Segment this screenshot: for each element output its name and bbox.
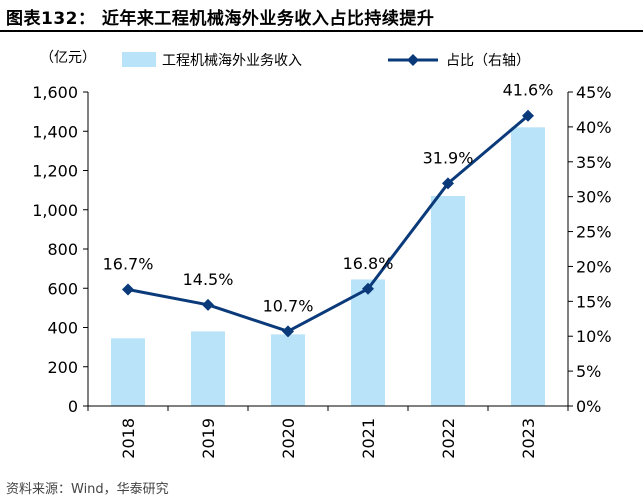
share-marker-2019 <box>202 298 214 311</box>
share-label-2023: 41.6% <box>503 81 554 100</box>
left-tick-label: 1,000 <box>32 201 78 220</box>
left-tick-label: 400 <box>47 319 78 338</box>
share-label-2021: 16.8% <box>343 254 394 273</box>
title-rule <box>0 30 643 32</box>
left-tick-label: 600 <box>47 279 78 298</box>
right-tick-label: 30% <box>576 188 612 207</box>
share-marker-2021 <box>362 282 374 295</box>
right-tick-label: 40% <box>576 118 612 137</box>
left-tick-label: 1,400 <box>32 122 78 141</box>
bar-2022 <box>431 196 465 406</box>
x-tick-label-2022: 2022 <box>439 418 458 459</box>
figure-title: 图表132： 近年来工程机械海外业务收入占比持续提升 <box>6 9 435 29</box>
legend-line-label: 占比（右轴） <box>446 53 530 69</box>
x-tick-label-2021: 2021 <box>359 418 378 459</box>
left-tick-label: 1,200 <box>32 162 78 181</box>
left-tick-label: 800 <box>47 240 78 259</box>
bar-2019 <box>191 331 225 406</box>
bar-2018 <box>111 338 145 406</box>
left-axis-unit: （亿元） <box>40 50 96 66</box>
share-label-2020: 10.7% <box>263 296 314 315</box>
share-line <box>127 114 529 333</box>
right-tick-label: 25% <box>576 223 612 242</box>
x-tick-label-2019: 2019 <box>199 418 218 459</box>
left-tick-label: 1,600 <box>32 83 78 102</box>
right-tick-label: 20% <box>576 257 612 276</box>
bar-2020 <box>271 334 305 406</box>
share-marker-2023 <box>522 109 534 122</box>
x-tick-label-2018: 2018 <box>119 418 138 459</box>
x-tick-label-2023: 2023 <box>519 418 538 459</box>
right-tick-label: 5% <box>576 362 601 381</box>
right-tick-label: 15% <box>576 292 612 311</box>
right-tick-label: 0% <box>576 397 601 416</box>
legend-bar-label: 工程机械海外业务收入 <box>162 53 302 69</box>
right-tick-label: 35% <box>576 153 612 172</box>
left-tick-label: 200 <box>47 358 78 377</box>
share-label-2018: 16.7% <box>103 254 154 273</box>
share-marker-2018 <box>122 283 134 296</box>
x-tick-label-2020: 2020 <box>279 418 298 459</box>
right-tick-label: 45% <box>576 83 612 102</box>
bar-2021 <box>351 279 385 406</box>
bar-2023 <box>511 127 545 406</box>
share-marker-2020 <box>282 325 294 338</box>
legend-bar-swatch <box>122 52 156 67</box>
legend-line-marker <box>407 54 419 66</box>
right-tick-label: 10% <box>576 327 612 346</box>
share-marker-2022 <box>442 177 454 190</box>
share-label-2022: 31.9% <box>423 148 474 167</box>
source-note: 资料来源：Wind，华泰研究 <box>6 482 169 497</box>
share-label-2019: 14.5% <box>183 270 234 289</box>
left-tick-label: 0 <box>68 397 78 416</box>
